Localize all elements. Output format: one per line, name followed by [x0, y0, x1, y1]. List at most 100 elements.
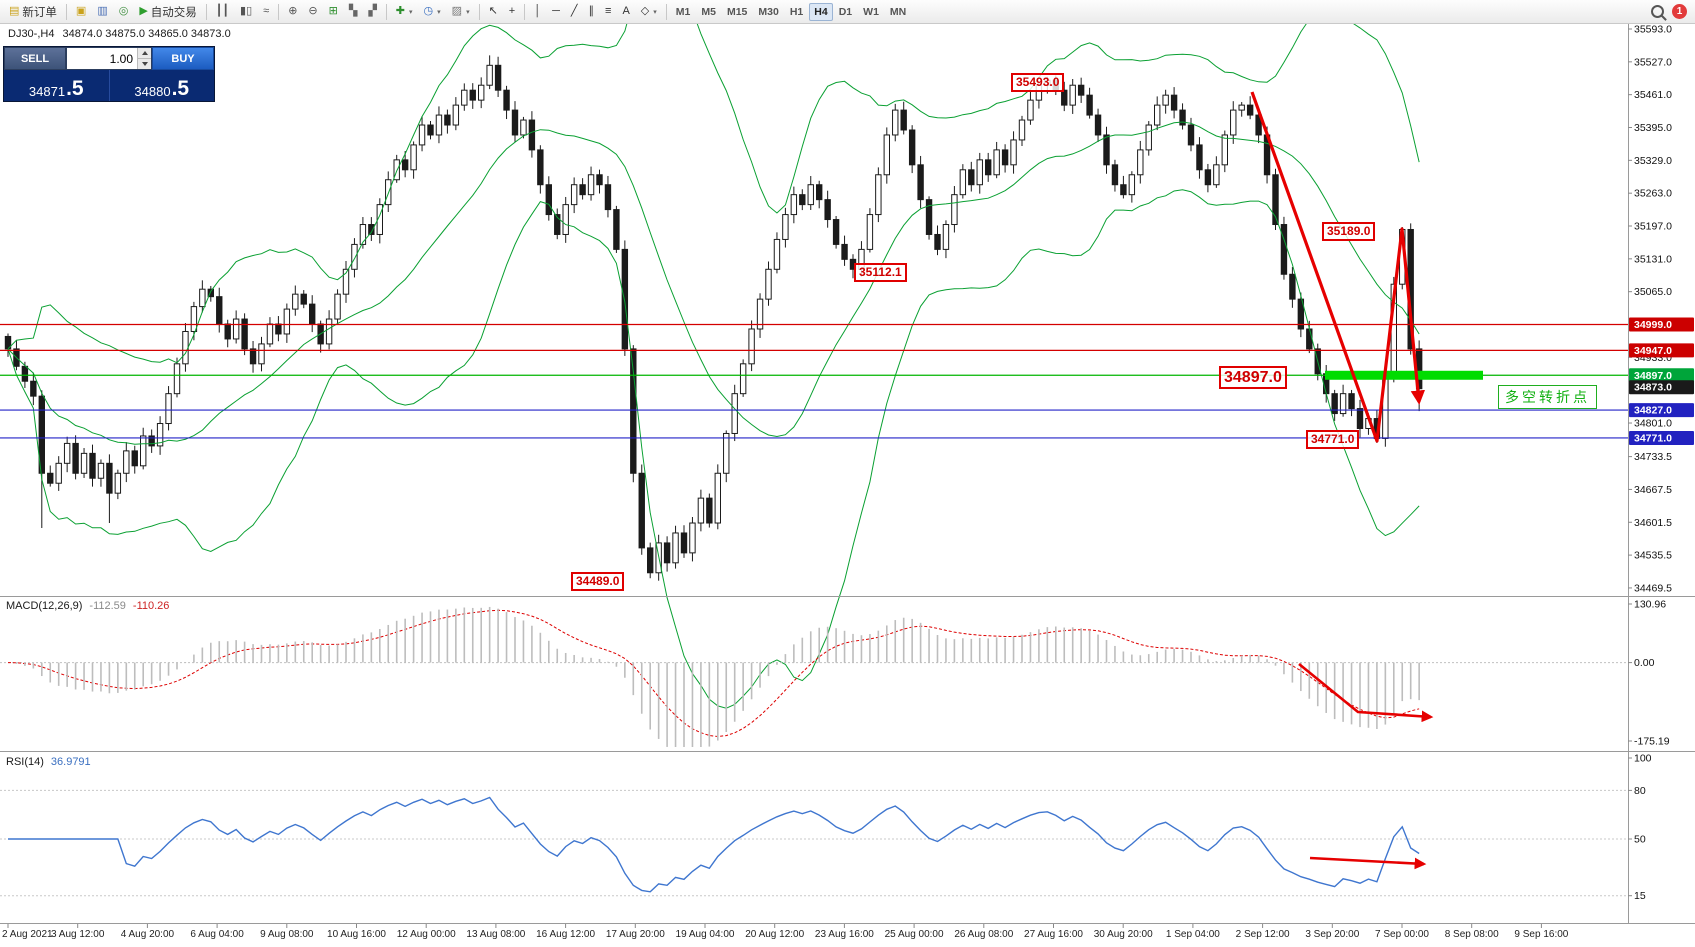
buy-button[interactable]: BUY [152, 47, 214, 70]
price-annotation[interactable]: 35493.0 [1011, 73, 1065, 92]
price-scale-label [1629, 380, 1694, 395]
add-indicator-icon: ✚ [395, 5, 406, 17]
timeframe-h1[interactable]: H1 [789, 5, 804, 18]
cursor-icon[interactable]: ↖ [484, 1, 503, 23]
panel-separators [0, 24, 1695, 924]
chevron-down-icon: ▾ [466, 8, 470, 16]
shapes-icon[interactable]: ◇ ▾ [636, 1, 662, 23]
cascade-windows-icon: ▚ [348, 5, 358, 17]
tile-windows-icon[interactable]: ⊞ [324, 1, 343, 23]
channel-icon: ∥ [588, 5, 595, 17]
cascade-windows-icon[interactable]: ▚ [344, 1, 362, 23]
svg-text:3 Sep 20:00: 3 Sep 20:00 [1305, 929, 1359, 940]
trend-arrows[interactable] [1250, 91, 1434, 870]
svg-text:16 Aug 12:00: 16 Aug 12:00 [536, 929, 595, 940]
svg-text:2 Sep 12:00: 2 Sep 12:00 [1236, 929, 1290, 940]
svg-text:34469.5: 34469.5 [1634, 582, 1672, 594]
rsi-trend-arrow[interactable] [1309, 856, 1427, 870]
volume-spinner [137, 48, 151, 69]
text-icon[interactable]: A [617, 1, 634, 23]
add-indicator-icon[interactable]: ✚ ▾ [391, 1, 418, 23]
horizontal-line-icon: ─ [552, 5, 560, 17]
bar-chart-icon[interactable]: ┃┃ [211, 1, 234, 23]
vertical-line-icon[interactable]: │ [529, 1, 546, 23]
svg-text:7 Sep 00:00: 7 Sep 00:00 [1375, 929, 1429, 940]
price-annotation[interactable]: 35112.1 [854, 263, 907, 282]
crosshair-icon[interactable]: + [504, 1, 520, 23]
fibonacci-icon[interactable]: ≡ [600, 1, 616, 23]
price-scale-label [1629, 430, 1694, 445]
volume-field[interactable]: 1.00 [66, 47, 152, 70]
notification-badge[interactable]: 1 [1672, 4, 1687, 19]
main-trend-arrow[interactable] [1250, 91, 1426, 443]
svg-text:50: 50 [1634, 834, 1646, 846]
sell-button[interactable]: SELL [4, 47, 66, 70]
volume-up-button[interactable] [138, 48, 151, 58]
search-icon[interactable] [1651, 5, 1664, 18]
new-order-button: ▤ [9, 5, 20, 17]
toolbar-separator [385, 3, 387, 20]
timeframe-m15[interactable]: M15 [726, 5, 748, 18]
price-annotation[interactable]: 34489.0 [571, 572, 625, 591]
macd-signal-line [7, 609, 1420, 738]
svg-text:34733.5: 34733.5 [1634, 451, 1672, 463]
timeframe-m5[interactable]: M5 [701, 5, 716, 18]
price-scale-label [1629, 317, 1694, 332]
shapes-icon: ◇ [640, 5, 650, 17]
arrange-windows-icon[interactable]: ▞ [363, 1, 381, 23]
timeframe-m30[interactable]: M30 [758, 5, 779, 18]
turning-point-note[interactable]: 多空转折点 [1498, 385, 1597, 409]
price-scale[interactable]: 35593.0 35527.0 35461.0 35395.0 35329.0 35263… [1628, 24, 1694, 595]
period-icon[interactable]: ◷ ▾ [419, 1, 446, 23]
macd-trend-arrow[interactable] [1298, 662, 1434, 723]
timeframe-w1[interactable]: W1 [863, 5, 879, 18]
timeframe-mn[interactable]: MN [889, 5, 907, 18]
thick-green-level-bar[interactable] [1325, 370, 1483, 380]
svg-text:35395.0: 35395.0 [1634, 122, 1672, 134]
market-watch-icon[interactable]: ▥ [92, 1, 112, 23]
svg-text:35263.0: 35263.0 [1634, 188, 1672, 200]
svg-text:35197.0: 35197.0 [1634, 221, 1672, 233]
candlestick-chart-icon[interactable]: ▮▯ [235, 1, 257, 23]
zoom-in-icon[interactable]: ⊕ [283, 1, 302, 23]
sell-price-fraction: .5 [66, 77, 84, 101]
channel-icon[interactable]: ∥ [584, 1, 600, 23]
price-annotation[interactable]: 34771.0 [1306, 430, 1360, 449]
chart-title: DJ30-,H4 34874.0 34875.0 34865.0 34873.0 [8, 28, 231, 40]
line-chart-icon[interactable]: ≈ [258, 1, 274, 23]
svg-text:34667.5: 34667.5 [1634, 484, 1672, 496]
svg-text:34535.5: 34535.5 [1634, 550, 1672, 562]
template-icon[interactable]: ▨ ▾ [447, 1, 475, 23]
trendline-icon[interactable]: ╱ [566, 1, 583, 23]
svg-text:30 Aug 20:00: 30 Aug 20:00 [1094, 929, 1153, 940]
price-scale-label [1629, 343, 1694, 358]
rsi-indicator-label: RSI(14) 36.9791 [6, 756, 91, 768]
ohlc-values: 34874.0 34875.0 34865.0 34873.0 [62, 28, 231, 40]
svg-text:8 Sep 08:00: 8 Sep 08:00 [1445, 929, 1499, 940]
chart-screenshot-icon[interactable]: ▣ [71, 1, 91, 23]
timeframe-m1[interactable]: M1 [675, 5, 691, 18]
horizontal-line-icon[interactable]: ─ [547, 1, 565, 23]
price-annotation[interactable]: 35189.0 [1322, 222, 1376, 241]
horizontal-lines[interactable] [0, 323, 1628, 439]
svg-text:0.00: 0.00 [1634, 657, 1655, 669]
vertical-line-icon: │ [534, 5, 542, 17]
svg-text:35329.0: 35329.0 [1634, 155, 1672, 167]
algo-trading-button[interactable]: ▶ 自动交易 [134, 1, 201, 23]
price-annotation[interactable]: 34897.0 [1219, 366, 1287, 389]
volume-value[interactable]: 1.00 [109, 51, 133, 66]
toolbar-right: 1 [1651, 4, 1691, 19]
volume-down-button[interactable] [138, 58, 151, 69]
new-order-button[interactable]: ▤ 新订单 [4, 1, 62, 23]
strategy-tester-icon[interactable]: ◎ [114, 1, 134, 23]
market-watch-icon: ▥ [97, 5, 108, 17]
algo-trading-button: ▶ [139, 5, 148, 17]
timeframe-buttons: M1 M5 M15 M30 H1 H4 D1 W1 MN [671, 2, 911, 21]
timeframe-d1[interactable]: D1 [838, 5, 853, 18]
toolbar-separator [205, 3, 207, 20]
timeframe-h4[interactable]: H4 [809, 2, 833, 21]
main-toolbar: ▤ 新订单 ▣ ▥ ◎ ▶ 自动交易 ┃┃ ▮▯ ≈ ⊕ ⊖ ⊞ ▚ ▞ ✚ ▾ ◷ ▾ ▨ ▾ ↖ + │ ─ ╱ ∥ ≡ A ◇ ▾ M… [0, 0, 1695, 24]
zoom-out-icon[interactable]: ⊖ [303, 1, 322, 23]
